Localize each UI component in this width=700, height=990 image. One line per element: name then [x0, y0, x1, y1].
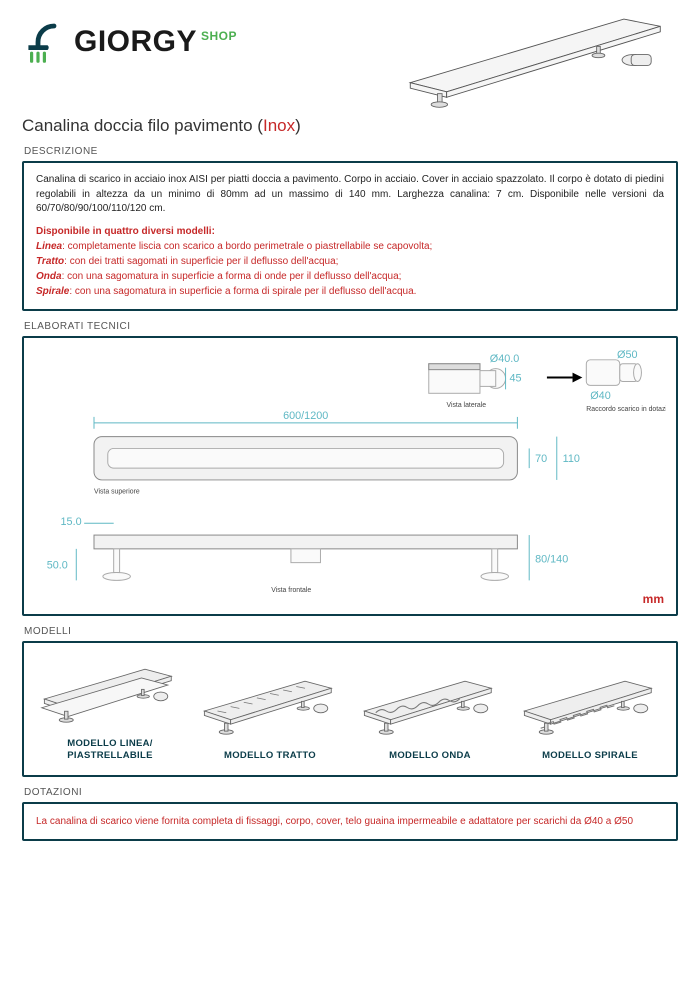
- svg-text:Vista laterale: Vista laterale: [446, 402, 486, 409]
- svg-text:70: 70: [535, 453, 547, 465]
- svg-text:45: 45: [510, 372, 522, 384]
- model-item-onda: MODELLO ONDA: [354, 669, 506, 762]
- svg-text:Ø40: Ø40: [590, 390, 610, 402]
- technical-drawing: Ø40.0 45 Vista laterale Ø50 Ø40 Raccordo…: [34, 348, 666, 604]
- descrizione-box: Canalina di scarico in acciaio inox AISI…: [22, 161, 678, 311]
- descrizione-redhead: Disponibile in quattro diversi modelli:: [36, 225, 664, 240]
- model-linea: Linea: completamente liscia con scarico …: [36, 239, 664, 254]
- model-item-spirale: MODELLO SPIRALE: [514, 669, 666, 762]
- model-item-linea: MODELLO LINEA/ PIASTRELLABILE: [34, 657, 186, 763]
- svg-text:Vista frontale: Vista frontale: [271, 587, 311, 594]
- hero-product-drawing: [388, 10, 678, 110]
- model-label-onda: MODELLO ONDA: [354, 750, 506, 762]
- svg-text:Vista superiore: Vista superiore: [94, 489, 140, 496]
- section-label-dotazioni: DOTAZIONI: [24, 787, 678, 798]
- unit-label: mm: [643, 592, 664, 606]
- tech-box: Ø40.0 45 Vista laterale Ø50 Ø40 Raccordo…: [22, 336, 678, 616]
- model-item-tratto: MODELLO TRATTO: [194, 669, 346, 762]
- svg-text:50.0: 50.0: [47, 560, 68, 572]
- section-label-descrizione: DESCRIZIONE: [24, 146, 678, 157]
- page-title: Canalina doccia filo pavimento (Inox): [22, 116, 678, 136]
- svg-text:80/140: 80/140: [535, 554, 568, 566]
- shower-icon: [22, 18, 70, 66]
- model-label-tratto: MODELLO TRATTO: [194, 750, 346, 762]
- svg-text:15.0: 15.0: [61, 516, 82, 528]
- svg-text:600/1200: 600/1200: [283, 410, 328, 422]
- section-label-elaborati: ELABORATI TECNICI: [24, 321, 678, 332]
- svg-text:Ø50: Ø50: [617, 349, 637, 361]
- dotazioni-box: La canalina di scarico viene fornita com…: [22, 802, 678, 841]
- model-onda: Onda: con una sagomatura in superficie a…: [36, 269, 664, 284]
- svg-text:Raccordo scarico in dotazione: Raccordo scarico in dotazione: [586, 406, 666, 413]
- dotazioni-text: La canalina di scarico viene fornita com…: [36, 816, 633, 827]
- section-label-modelli: MODELLI: [24, 626, 678, 637]
- model-label-linea: MODELLO LINEA/ PIASTRELLABILE: [34, 738, 186, 763]
- model-tratto: Tratto: con dei tratti sagomati in super…: [36, 254, 664, 269]
- model-spirale: Spirale: con una sagomatura in superfici…: [36, 284, 664, 299]
- svg-text:Ø40.0: Ø40.0: [490, 353, 520, 365]
- model-label-spirale: MODELLO SPIRALE: [514, 750, 666, 762]
- svg-text:110: 110: [563, 453, 580, 465]
- descrizione-body: Canalina di scarico in acciaio inox AISI…: [36, 174, 664, 214]
- brand-suffix: SHOP: [201, 29, 237, 43]
- models-box: MODELLO LINEA/ PIASTRELLABILE MODELLO TR…: [22, 641, 678, 777]
- brand-name: GIORGY SHOP: [74, 25, 237, 59]
